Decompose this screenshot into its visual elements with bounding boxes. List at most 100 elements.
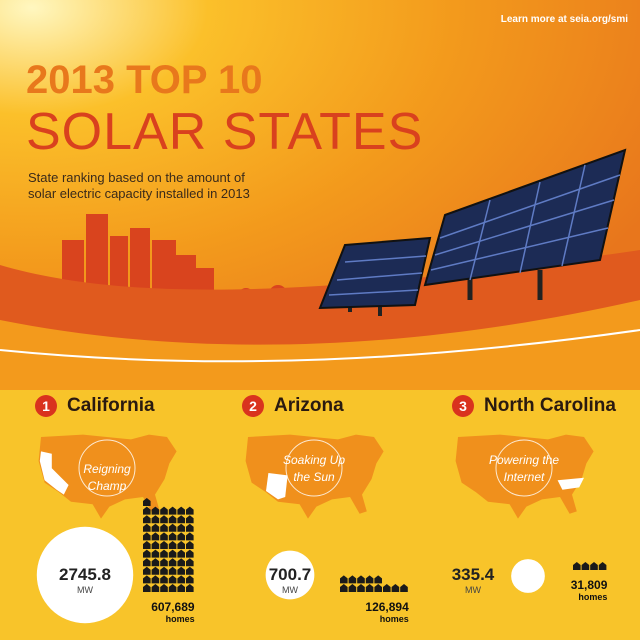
home-icon [160, 558, 168, 567]
home-icon [357, 584, 365, 592]
home-icon [177, 515, 185, 524]
rank-badge: 2 [242, 395, 264, 417]
solar-panels [318, 148, 627, 316]
home-icon [400, 584, 408, 592]
home-icon [143, 532, 151, 541]
home-icon [143, 498, 151, 506]
home-icon [168, 549, 177, 558]
tagline: Powering the Internet [488, 453, 560, 484]
link[interactable]: Learn more at seia.org/smi [500, 14, 628, 25]
tagline: Soaking Up the Sun [282, 453, 346, 484]
home-icon [186, 549, 194, 558]
title: 2013 TOP 10 [26, 58, 263, 102]
home-icon [357, 575, 365, 584]
home-icon [186, 566, 194, 575]
home-icon [598, 562, 607, 570]
homes-value: 31,809 [570, 578, 608, 592]
wave [0, 300, 640, 390]
home-icon [177, 575, 185, 584]
state-highlight [266, 473, 288, 500]
tagline: Reigning Champ [83, 462, 131, 493]
home-icon [143, 566, 151, 575]
homes-icons [573, 562, 607, 570]
homes-icons [340, 575, 408, 592]
home-icon [383, 584, 391, 592]
homes-unit: homes [578, 592, 608, 602]
home-icon [177, 584, 185, 592]
home-icon [143, 558, 151, 567]
home-icon [160, 566, 168, 575]
home-icon [365, 584, 374, 592]
capacity-value: 700.7 [268, 565, 312, 584]
home-icon [168, 558, 177, 567]
home-icon [177, 506, 185, 515]
home-icon [590, 562, 598, 570]
us-map [455, 434, 594, 519]
state-highlight [557, 477, 584, 490]
home-icon [143, 515, 151, 524]
home-icon [186, 575, 194, 584]
home-icon [177, 523, 185, 532]
home-icon [168, 515, 177, 524]
home-icon [348, 584, 357, 592]
home-icon [168, 541, 177, 549]
capacity-circle [511, 559, 545, 593]
home-icon [151, 549, 160, 558]
home-icon [160, 515, 168, 524]
home-icon [168, 506, 177, 515]
map-shape [455, 434, 594, 519]
capacity-circle [265, 550, 315, 600]
home-icon [186, 532, 194, 541]
home-icon [151, 541, 160, 549]
home-icon [177, 541, 185, 549]
home-icon [143, 575, 151, 584]
home-icon [143, 523, 151, 532]
home-icon [340, 584, 348, 592]
rank-badge: 3 [452, 395, 474, 417]
home-icon [151, 506, 160, 515]
home-icon [186, 541, 194, 549]
home-icon [186, 558, 194, 567]
home-icon [168, 532, 177, 541]
home-icon [160, 523, 168, 532]
home-icon [160, 532, 168, 541]
capacity-value: 335.4 [451, 565, 495, 584]
homes-value: 607,689 [151, 600, 195, 614]
home-icon [143, 549, 151, 558]
home-icon [143, 506, 151, 515]
home-icon [151, 575, 160, 584]
capacity-unit: MW [465, 585, 481, 595]
tagline-ring [495, 439, 553, 497]
home-icon [186, 584, 194, 592]
us-map [245, 434, 384, 519]
home-icon [160, 584, 168, 592]
us-map [38, 434, 177, 519]
home-icon [168, 584, 177, 592]
home-icon [160, 541, 168, 549]
home-icon [151, 532, 160, 541]
home-icon [374, 584, 382, 592]
home-icon [348, 575, 357, 584]
home-icon [573, 562, 581, 570]
homes-icons [143, 498, 194, 592]
home-icon [186, 523, 194, 532]
home-icon [177, 566, 185, 575]
home-icon [168, 575, 177, 584]
homes-value: 126,894 [365, 600, 409, 614]
home-icon [177, 532, 185, 541]
home-icon [151, 566, 160, 575]
tagline-ring [78, 439, 136, 497]
home-icon [177, 549, 185, 558]
tagline-ring [285, 439, 343, 497]
homes-unit: homes [165, 614, 195, 624]
subtitle: State ranking based on the amount of sol… [28, 170, 250, 201]
home-icon [160, 506, 168, 515]
home-icon [186, 506, 194, 515]
state-name: North Carolina [484, 395, 616, 416]
home-icon [186, 515, 194, 524]
wave-line [0, 329, 640, 363]
home-icon [151, 584, 160, 592]
home-icon [168, 566, 177, 575]
home-icon [391, 584, 400, 592]
